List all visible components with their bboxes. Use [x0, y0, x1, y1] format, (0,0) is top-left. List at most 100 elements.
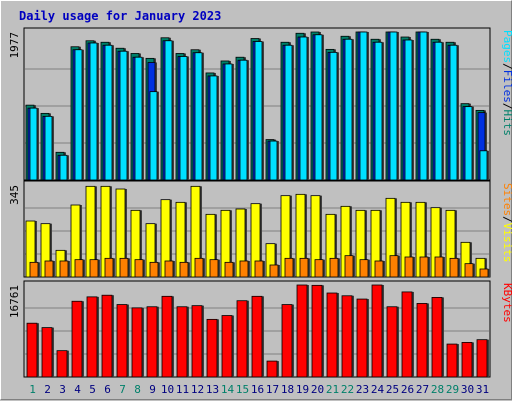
bar-pages-day-13: [209, 75, 218, 181]
bar-pages-day-5: [89, 42, 98, 181]
bar-sites-day-6: [104, 257, 114, 278]
bar-pages-day-12: [194, 52, 203, 181]
bar-sites-day-13: [209, 259, 219, 278]
bar-sites-day-27: [419, 256, 429, 278]
bar-kbytes-day-26: [401, 291, 413, 378]
bar-pages-day-26: [404, 39, 413, 181]
bar-kbytes-day-17: [266, 360, 278, 378]
day-label-11: 11: [176, 383, 189, 396]
bar-kbytes-day-15: [236, 300, 248, 378]
kbytes-legend-kbytes: KBytes: [501, 283, 512, 323]
requests-legend-sep: /: [501, 63, 512, 70]
day-label-13: 13: [206, 383, 219, 396]
bar-kbytes-day-3: [56, 350, 68, 378]
bar-sites-day-9: [149, 261, 159, 278]
bar-pages-day-15: [239, 59, 248, 181]
bar-kbytes-day-29: [446, 343, 458, 378]
bar-sites-day-21: [329, 257, 339, 278]
bar-pages-day-20: [314, 34, 323, 181]
day-label-6: 6: [104, 383, 111, 396]
bar-sites-day-11: [179, 261, 189, 278]
day-label-14: 14: [221, 383, 235, 396]
day-label-16: 16: [251, 383, 264, 396]
bar-pages-day-19: [299, 36, 308, 181]
bar-sites-day-1: [29, 261, 39, 278]
bar-pages-day-17: [269, 140, 278, 181]
bar-kbytes-day-30: [461, 342, 473, 378]
bar-sites-day-5: [89, 259, 99, 278]
bar-pages-day-9: [149, 91, 158, 181]
bar-pages-day-27: [419, 31, 428, 181]
bar-sites-day-16: [254, 260, 264, 278]
bar-sites-day-22: [344, 255, 354, 278]
requests-legend-sep: /: [501, 103, 512, 110]
bar-kbytes-day-12: [191, 305, 203, 378]
bar-pages-day-11: [179, 56, 188, 181]
day-label-5: 5: [89, 383, 96, 396]
day-label-10: 10: [161, 383, 174, 396]
bar-kbytes-day-11: [176, 306, 188, 378]
bar-pages-day-10: [164, 40, 173, 181]
bar-kbytes-day-1: [26, 322, 38, 378]
bar-sites-day-4: [74, 259, 84, 278]
kbytes-max-label: 16761: [8, 285, 21, 318]
requests-legend-pages: Pages: [501, 30, 512, 63]
day-label-17: 17: [266, 383, 279, 396]
bar-kbytes-day-31: [476, 339, 488, 378]
bar-kbytes-day-28: [431, 297, 443, 378]
day-label-21: 21: [326, 383, 339, 396]
bar-kbytes-day-10: [161, 295, 173, 378]
day-label-24: 24: [371, 383, 385, 396]
bar-kbytes-day-13: [206, 318, 218, 378]
bar-pages-day-25: [389, 31, 398, 181]
bar-sites-day-7: [119, 257, 129, 278]
day-label-9: 9: [149, 383, 156, 396]
bar-sites-day-18: [284, 257, 294, 278]
bar-pages-day-2: [44, 115, 53, 181]
bar-sites-day-24: [374, 260, 384, 278]
visitors-legend-sites: Sites: [501, 183, 512, 216]
bar-sites-day-8: [134, 259, 144, 278]
bar-sites-day-14: [224, 261, 234, 278]
bar-pages-day-24: [374, 41, 383, 181]
bars: [25, 31, 490, 378]
chart-title: Daily usage for January 2023: [19, 9, 221, 23]
day-label-20: 20: [311, 383, 324, 396]
bar-kbytes-day-22: [341, 295, 353, 378]
day-label-22: 22: [341, 383, 354, 396]
bar-sites-day-15: [239, 260, 249, 278]
bar-kbytes-day-25: [386, 306, 398, 378]
day-label-27: 27: [416, 383, 429, 396]
day-label-15: 15: [236, 383, 249, 396]
bar-sites-day-3: [59, 260, 69, 278]
day-label-2: 2: [44, 383, 51, 396]
bar-sites-day-30: [464, 263, 474, 278]
bar-sites-day-23: [359, 259, 369, 278]
bar-pages-day-3: [59, 154, 68, 181]
day-label-4: 4: [74, 383, 81, 396]
bar-kbytes-day-24: [371, 284, 383, 378]
bar-kbytes-day-5: [86, 296, 98, 378]
bar-pages-day-14: [224, 63, 233, 181]
kbytes-legend: KBytes: [501, 283, 512, 323]
bar-pages-day-7: [119, 50, 128, 181]
visitors-legend-sep: /: [501, 216, 512, 223]
bar-pages-day-6: [104, 44, 113, 181]
bar-pages-day-22: [344, 38, 353, 181]
visitors-legend: Sites/Visits: [501, 183, 512, 263]
bar-pages-day-30: [464, 106, 473, 181]
day-label-30: 30: [461, 383, 474, 396]
day-label-7: 7: [119, 383, 126, 396]
bar-kbytes-day-18: [281, 304, 293, 378]
visitors-max-label: 345: [8, 185, 21, 205]
bar-kbytes-day-14: [221, 315, 233, 378]
bar-sites-day-17: [269, 264, 279, 278]
bar-kbytes-day-20: [311, 284, 323, 378]
day-label-28: 28: [431, 383, 444, 396]
bar-sites-day-10: [164, 260, 174, 278]
bar-kbytes-day-2: [41, 327, 53, 378]
day-label-12: 12: [191, 383, 204, 396]
bar-sites-day-12: [194, 257, 204, 278]
